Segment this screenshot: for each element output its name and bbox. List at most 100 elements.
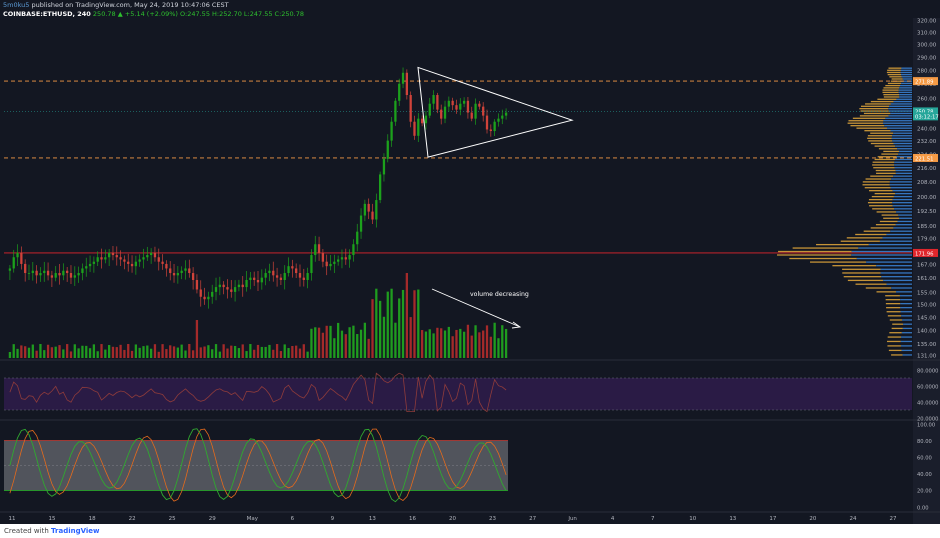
candle-body bbox=[172, 273, 176, 276]
candle-body bbox=[134, 261, 138, 267]
volume-profile-bar bbox=[887, 345, 901, 347]
volume-bar bbox=[279, 351, 283, 358]
volume-bar bbox=[356, 334, 359, 358]
volume-profile-bar bbox=[889, 105, 912, 107]
volume-profile-bar bbox=[885, 299, 901, 301]
time-tick-label: 4 bbox=[611, 516, 615, 522]
volume-profile-bar bbox=[816, 243, 869, 246]
price-badge bbox=[913, 248, 938, 257]
candle-body bbox=[504, 112, 508, 116]
volume-profile-bar bbox=[899, 150, 912, 153]
stoch-tick-label: 80.00 bbox=[917, 439, 932, 445]
volume-profile-bar bbox=[847, 279, 884, 282]
time-tick-label: 27 bbox=[890, 516, 897, 522]
candle-body bbox=[180, 270, 183, 274]
candle-body bbox=[405, 72, 408, 96]
volume-profile-bar bbox=[883, 217, 900, 219]
time-tick-label: 7 bbox=[651, 516, 655, 522]
volume-bar bbox=[199, 347, 202, 358]
volume-bar bbox=[455, 329, 458, 358]
candle-body bbox=[54, 273, 57, 278]
volume-bar bbox=[20, 345, 23, 358]
volume-profile-bar bbox=[893, 100, 912, 103]
volume-bar bbox=[333, 338, 336, 358]
volume-profile-bar bbox=[895, 145, 912, 147]
tradingview-logo[interactable]: TradingView bbox=[51, 527, 100, 535]
volume-bar bbox=[264, 346, 267, 358]
candle-body bbox=[77, 273, 80, 276]
time-tick-label: 22 bbox=[129, 516, 136, 522]
stoch-tick-label: 20.00 bbox=[917, 489, 932, 495]
volume-bar bbox=[233, 345, 237, 358]
volume-profile-bar bbox=[896, 98, 912, 100]
volume-profile-bar bbox=[888, 67, 902, 69]
candle-body bbox=[222, 284, 225, 288]
time-tick-label: 10 bbox=[689, 516, 696, 522]
candle-body bbox=[195, 279, 199, 290]
symbol-label[interactable]: COINBASE:ETHUSD, 240 bbox=[3, 10, 91, 18]
volume-profile-bar bbox=[894, 167, 912, 169]
candle-body bbox=[283, 273, 286, 280]
volume-profile-bar bbox=[860, 110, 889, 112]
price-tick-label: 179.00 bbox=[917, 236, 937, 242]
volume-bar bbox=[478, 332, 481, 358]
volume-profile-bar bbox=[899, 84, 912, 87]
volume-profile-bar bbox=[881, 153, 899, 155]
volume-profile-bar bbox=[789, 257, 857, 260]
volume-bar bbox=[130, 350, 134, 358]
volume-profile-bar bbox=[892, 190, 912, 192]
volume-profile-bar bbox=[891, 354, 903, 356]
candle-body bbox=[455, 105, 458, 110]
stoch-tick-label: 100.00 bbox=[917, 422, 935, 428]
volume-profile-bar bbox=[893, 142, 912, 145]
volume-profile-bar bbox=[899, 94, 912, 96]
time-tick-label: 17 bbox=[769, 516, 776, 522]
volume-bar bbox=[329, 325, 332, 358]
candle-body bbox=[115, 255, 118, 258]
price-tick-label: 161.00 bbox=[917, 276, 937, 282]
volume-profile-bar bbox=[889, 184, 912, 186]
volume-profile-bar bbox=[875, 224, 896, 226]
volume-profile-bar bbox=[880, 268, 912, 270]
volume-profile-bar bbox=[884, 125, 912, 127]
candle-body bbox=[352, 244, 355, 256]
price-badge-label: 221.51 bbox=[915, 156, 934, 162]
volume-bar bbox=[241, 344, 244, 358]
volume-bar bbox=[50, 347, 54, 358]
candle-body bbox=[417, 118, 420, 136]
candle-body bbox=[390, 121, 393, 141]
volume-profile-bar bbox=[889, 76, 902, 78]
volume-bar bbox=[470, 335, 473, 358]
volume-profile-bar bbox=[891, 137, 912, 139]
volume-profile-bar bbox=[875, 169, 896, 172]
volume-profile-bar bbox=[867, 137, 892, 139]
volume-profile-bar bbox=[870, 132, 894, 134]
volume-bar bbox=[249, 344, 252, 358]
created-with: Created with TradingView bbox=[4, 527, 100, 535]
volume-profile-bar bbox=[899, 96, 912, 98]
volume-profile-bar bbox=[886, 233, 912, 236]
time-tick-label: 9 bbox=[331, 516, 335, 522]
volume-profile-bar bbox=[900, 71, 912, 74]
volume-bar bbox=[272, 349, 275, 358]
volume-profile-bar bbox=[872, 164, 895, 166]
volume-bar bbox=[81, 345, 84, 358]
time-tick-label: 13 bbox=[369, 516, 376, 522]
volume-profile-bar bbox=[851, 250, 912, 253]
author-name[interactable]: 5m0ku5 bbox=[3, 1, 30, 9]
volume-profile-bar bbox=[895, 172, 912, 174]
volume-bar bbox=[428, 329, 431, 358]
candle-body bbox=[401, 72, 405, 84]
volume-bar bbox=[77, 348, 80, 358]
candle-body bbox=[440, 109, 443, 119]
volume-bar bbox=[207, 345, 210, 358]
volume-profile-bar bbox=[882, 237, 912, 239]
volume-bar bbox=[359, 329, 363, 358]
volume-bar bbox=[176, 347, 179, 358]
candle-body bbox=[279, 277, 283, 280]
candle-body bbox=[214, 287, 218, 292]
volume-profile-bar bbox=[848, 120, 884, 122]
price-tick-label: 131.00 bbox=[917, 354, 937, 360]
